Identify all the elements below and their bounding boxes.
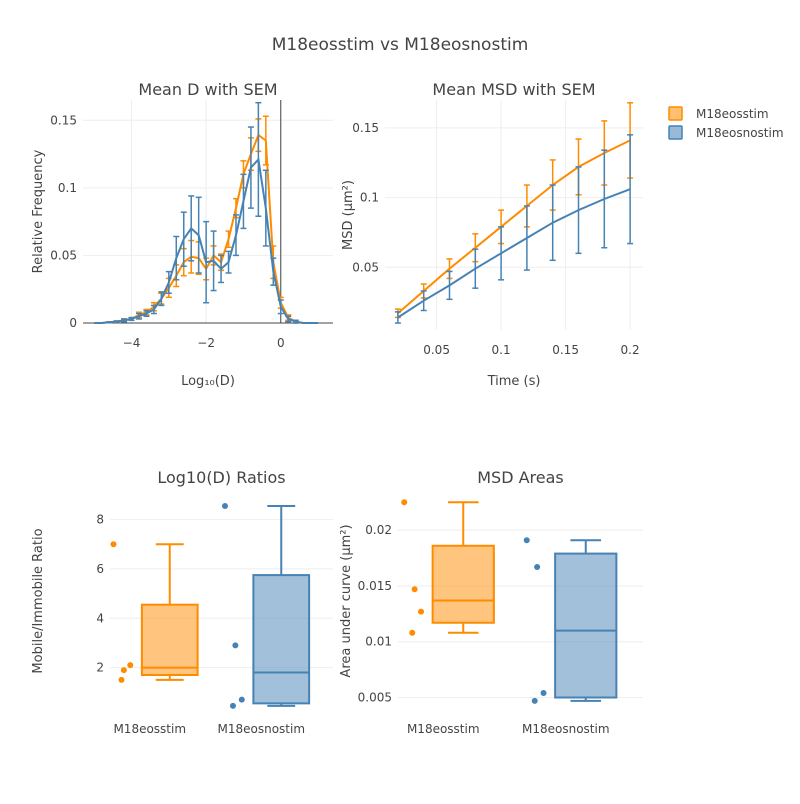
x-tick-label: −2 (197, 336, 215, 350)
y-tick-label: 0.02 (365, 523, 392, 537)
x-axis-label: Time (s) (487, 374, 541, 389)
y-tick-label: 0.005 (358, 690, 392, 704)
x-category-label: M18eosstim (407, 722, 480, 736)
series-line-m18eosstim (397, 139, 631, 315)
y-tick-label: 0.015 (358, 579, 392, 593)
box-iqr (554, 552, 618, 699)
panel-title: Mean MSD with SEM (432, 80, 595, 99)
y-axis-label: Relative Frequency (31, 149, 46, 273)
data-point (409, 629, 416, 636)
legend-swatch-m18eosstim[interactable] (668, 106, 683, 121)
x-category-label: M18eosnostim (217, 722, 305, 736)
x-tick-label: 0.15 (552, 343, 579, 357)
panel-title: MSD Areas (477, 468, 564, 487)
y-tick-label: 0 (69, 316, 77, 330)
data-point (118, 676, 125, 683)
data-point (232, 642, 239, 649)
y-tick-label: 0.15 (50, 113, 77, 127)
x-axis-label: Log₁₀(D) (181, 374, 235, 389)
panel-mean-msd: 0.05 0.1 0.15 0.2 0.05 0.1 0.15 Mean MSD with S… (341, 80, 643, 389)
y-tick-label: 4 (96, 611, 104, 625)
y-tick-label: 0.05 (50, 248, 77, 262)
x-tick-label: −4 (123, 336, 141, 350)
series-line-m18eosnostim (397, 188, 631, 319)
panel-title: Mean D with SEM (138, 80, 277, 99)
x-tick-label: 0.2 (621, 343, 640, 357)
data-point (411, 586, 418, 593)
data-point (540, 690, 547, 697)
y-tick-label: 0.1 (58, 181, 77, 195)
y-axis-label: Area under curve (μm²) (339, 524, 354, 677)
x-category-label: M18eosstim (113, 722, 186, 736)
y-tick-label: 2 (96, 661, 104, 675)
data-point (531, 697, 538, 704)
box-iqr (140, 603, 199, 677)
data-point (401, 499, 408, 506)
panel-msd-areas: 0.005 0.01 0.015 0.02 MSD Areas Area under cu… (339, 468, 643, 736)
box-iqr (431, 544, 495, 624)
legend[interactable]: M18eosstim M18eosnostim (668, 106, 784, 140)
y-tick-label: 8 (96, 513, 104, 527)
x-tick-label: 0.1 (492, 343, 511, 357)
y-tick-label: 0.05 (352, 260, 379, 274)
y-tick-label: 6 (96, 562, 104, 576)
box-m18eosnostim (221, 503, 311, 709)
data-point (229, 702, 236, 709)
data-point (523, 537, 530, 544)
box-m18eosstim (110, 541, 199, 683)
legend-swatch-m18eosnostim[interactable] (668, 125, 683, 140)
data-point (418, 608, 425, 615)
box-m18eosstim (401, 499, 495, 636)
figure-title: M18eosstim vs M18eosnostim (272, 35, 529, 55)
y-axis-label: Mobile/Immobile Ratio (31, 528, 46, 673)
data-point (534, 563, 541, 570)
y-tick-label: 0.01 (365, 635, 392, 649)
data-point (238, 696, 245, 703)
box-iqr (252, 574, 311, 705)
panel-mean-d: −4 −2 0 0 0.05 0.1 0.15 Mean D with SEM Relative… (31, 80, 333, 389)
series-m18eosnostim (94, 101, 319, 324)
data-point (127, 662, 134, 669)
data-point (221, 503, 228, 510)
data-point (110, 541, 117, 548)
data-point (120, 667, 127, 674)
series-m18eosnostim (394, 134, 634, 324)
y-axis-label: MSD (μm²) (341, 180, 356, 250)
y-tick-label: 0.1 (360, 191, 379, 205)
panel-ratios: 2 4 6 8 Log10(D) Ratios Mobile/Immobile Ratio… (31, 468, 333, 736)
x-category-label: M18eosnostim (522, 722, 610, 736)
x-tick-label: 0.05 (423, 343, 450, 357)
x-tick-label: 0 (277, 336, 285, 350)
legend-label-m18eosstim[interactable]: M18eosstim (696, 107, 769, 121)
panel-title: Log10(D) Ratios (157, 468, 285, 487)
legend-label-m18eosnostim[interactable]: M18eosnostim (696, 126, 784, 140)
box-m18eosnostim (523, 537, 618, 704)
y-tick-label: 0.15 (352, 121, 379, 135)
